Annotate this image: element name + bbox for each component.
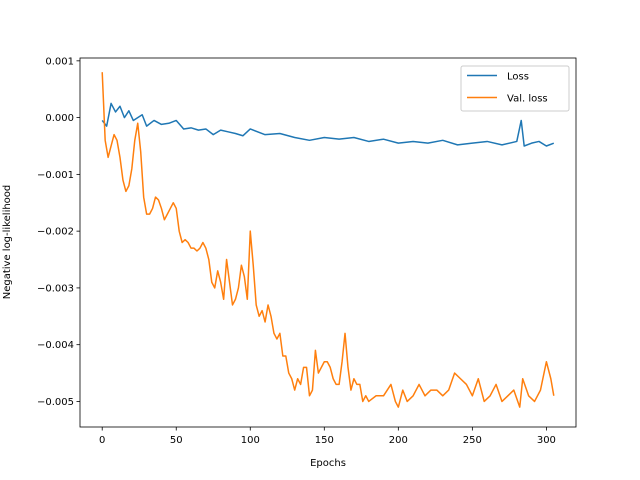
series-line-loss [101,102,555,147]
y-axis-label: Negative log-likelihood [2,185,13,300]
x-tick-label: 200 [389,435,408,446]
y-tick-label: 0.000 [45,113,74,124]
x-tick-label: 300 [537,435,556,446]
legend-box [460,65,570,112]
legend: Loss Val. loss [460,65,570,112]
legend-label-val-loss: Val. loss [507,94,548,105]
plot-lines [101,72,555,408]
x-axis-label: Epochs [310,458,346,469]
series-line-val-loss [101,72,555,408]
y-tick-label: −0.004 [37,340,74,351]
x-tick-label: 50 [170,435,183,446]
y-tick-label: −0.003 [37,283,74,294]
plot-area-frame [79,57,577,428]
x-tick-label: 250 [463,435,482,446]
x-tick-label: 150 [315,435,334,446]
y-tick-label: −0.002 [37,227,74,238]
y-tick-label: −0.001 [37,170,74,181]
x-tick-label: 0 [99,435,105,446]
y-tick-label: 0.001 [45,56,74,67]
x-axis: 0 50 100 150 200 250 300 [99,427,556,446]
y-axis: 0.001 0.000 −0.001 −0.002 −0.003 −0.004 −0.005 [37,56,80,408]
legend-label-loss: Loss [507,72,529,83]
x-tick-label: 100 [241,435,260,446]
y-tick-label: −0.005 [37,397,74,408]
